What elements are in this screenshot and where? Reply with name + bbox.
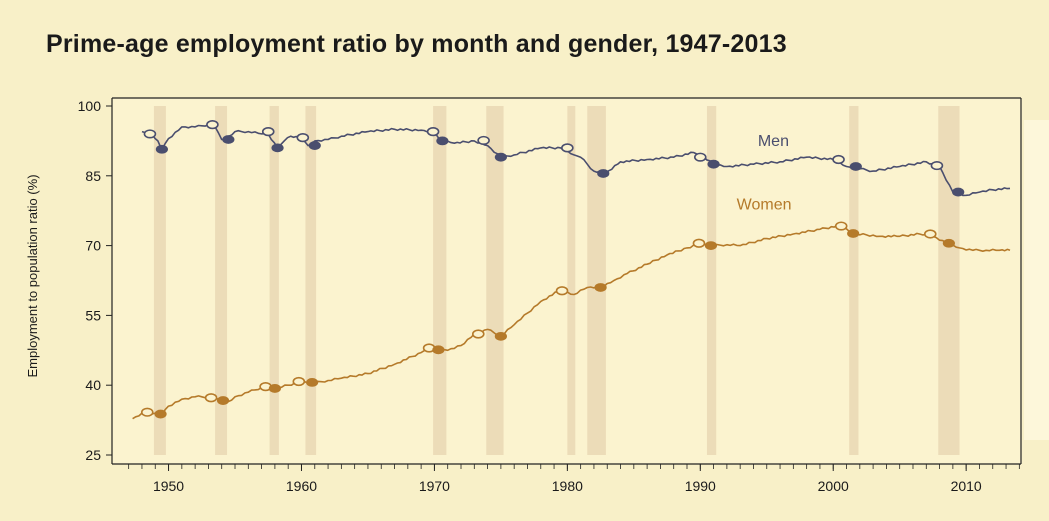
recession-band bbox=[706, 106, 717, 455]
recession-band bbox=[567, 106, 576, 455]
x-tick-label: 1960 bbox=[286, 478, 317, 494]
recession-band bbox=[849, 106, 859, 455]
x-tick-label: 1950 bbox=[153, 478, 184, 494]
peak-marker bbox=[296, 133, 310, 143]
peak-marker bbox=[204, 393, 218, 403]
peak-marker bbox=[561, 143, 574, 153]
y-tick-label: 55 bbox=[85, 307, 101, 323]
trough-marker bbox=[268, 384, 281, 393]
trough-marker bbox=[216, 396, 230, 405]
peak-marker bbox=[261, 126, 275, 137]
trough-marker bbox=[155, 144, 168, 154]
series-labels: Men Women bbox=[737, 133, 792, 213]
peak-marker bbox=[140, 407, 154, 417]
trough-marker bbox=[271, 143, 284, 153]
plot-area bbox=[112, 98, 1022, 464]
peak-marker bbox=[693, 152, 707, 162]
y-axis-label: Employment to population ratio (%) bbox=[25, 174, 40, 377]
peak-marker bbox=[832, 154, 845, 165]
trough-marker bbox=[704, 241, 718, 251]
x-tick-label: 1990 bbox=[685, 478, 716, 494]
recession-band bbox=[215, 106, 228, 455]
peak-marker bbox=[477, 135, 490, 146]
peak-marker bbox=[923, 229, 937, 239]
trough-marker bbox=[942, 238, 955, 248]
peak-marker bbox=[471, 329, 485, 339]
peak-marker bbox=[930, 160, 944, 171]
recession-band bbox=[153, 106, 166, 455]
peak-marker bbox=[692, 238, 706, 248]
peak-marker bbox=[834, 221, 848, 231]
axes: 25 40 55 70 85 100 1950 1960 1970 1980 1990 2000 201… bbox=[78, 97, 1022, 494]
y-tick-label: 25 bbox=[85, 447, 101, 463]
chart-title: Prime-age employment ratio by month and … bbox=[46, 30, 787, 58]
recession-band bbox=[938, 106, 960, 455]
x-tick-label: 2010 bbox=[951, 478, 982, 494]
recession-band bbox=[305, 106, 317, 455]
peak-marker bbox=[206, 120, 219, 130]
trough-marker bbox=[707, 159, 720, 169]
trough-marker bbox=[952, 187, 965, 197]
peak-marker bbox=[426, 126, 440, 137]
peak-marker bbox=[555, 286, 569, 296]
x-tick-label: 2000 bbox=[818, 478, 849, 494]
series-group bbox=[132, 120, 1011, 420]
series-label-women: Women bbox=[737, 196, 792, 213]
trough-marker bbox=[306, 378, 319, 387]
trough-marker bbox=[849, 162, 862, 171]
x-tick-label: 1980 bbox=[552, 478, 583, 494]
recession-band bbox=[587, 106, 606, 455]
peak-marker bbox=[292, 376, 306, 387]
series-label-men: Men bbox=[758, 133, 789, 150]
trough-marker bbox=[494, 152, 507, 162]
y-tick-label: 40 bbox=[85, 377, 101, 393]
trough-marker bbox=[594, 283, 607, 292]
trough-marker bbox=[432, 345, 445, 355]
trough-marker bbox=[154, 409, 167, 419]
series-line-women bbox=[132, 224, 1011, 420]
series-line-men bbox=[141, 123, 1011, 197]
trough-marker bbox=[308, 141, 321, 150]
trough-marker bbox=[597, 169, 610, 178]
trough-marker bbox=[222, 135, 235, 144]
right-panel-strip bbox=[1024, 120, 1049, 440]
y-tick-label: 85 bbox=[85, 168, 101, 184]
trough-marker bbox=[847, 229, 860, 238]
peak-marker bbox=[143, 129, 157, 139]
recession-band bbox=[486, 106, 504, 455]
trough-marker bbox=[436, 136, 449, 146]
x-tick-label: 1970 bbox=[419, 478, 450, 494]
recession-band bbox=[433, 106, 447, 455]
recession-band bbox=[269, 106, 279, 455]
trough-marker bbox=[494, 331, 507, 341]
y-tick-label: 100 bbox=[78, 98, 102, 114]
y-tick-label: 70 bbox=[85, 238, 101, 254]
